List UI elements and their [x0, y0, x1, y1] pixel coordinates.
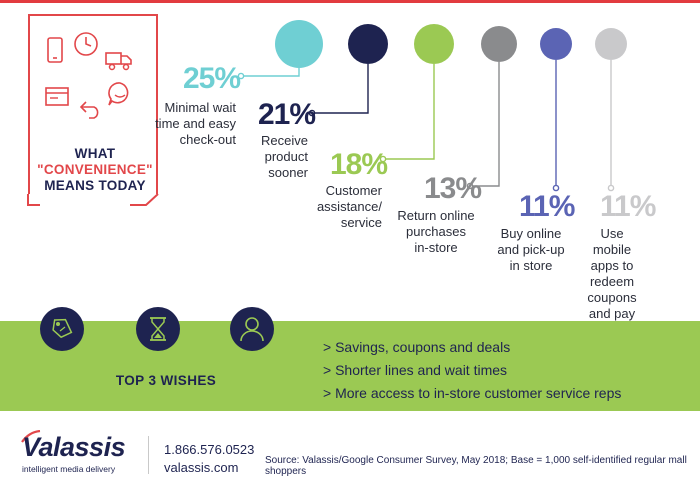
logo-tagline: intelligent media delivery [22, 464, 116, 474]
valassis-logo: Valassis [22, 432, 126, 462]
category-label-line: Receive [261, 133, 308, 148]
value-label: 21% [258, 98, 316, 131]
value-label: 18% [330, 148, 388, 181]
smartphone-icon [47, 37, 63, 63]
category-label: Customer assistance/service [306, 183, 382, 231]
leader-line [241, 68, 300, 77]
category-label-line: Buy online [500, 226, 562, 241]
leader-dot [552, 184, 560, 192]
source-note: Source: Valassis/Google Consumer Survey,… [265, 455, 687, 477]
leader-dot [607, 184, 615, 192]
category-label-line: and pay [588, 306, 636, 321]
category-label: Minimal wait time and easy check-out [152, 100, 236, 148]
logo-swoosh-icon [21, 430, 41, 443]
category-label-line: time and easy [155, 116, 236, 131]
convenience-frame [28, 14, 158, 194]
value-label: 11% [519, 190, 575, 223]
category-circle [348, 24, 388, 64]
category-circle [481, 26, 517, 62]
top-accent-bar [0, 0, 700, 3]
convenience-heading: WHAT "CONVENIENCE" MEANS TODAY [30, 146, 160, 194]
wish-item: > Savings, coupons and deals [323, 339, 511, 355]
phone-number: 1.866.576.0523 [164, 442, 255, 457]
hourglass-icon [136, 307, 180, 351]
heading-line-1: WHAT [74, 146, 116, 161]
category-label-line: check-out [179, 132, 236, 147]
category-label-line: product [264, 149, 308, 164]
wishes-band [0, 321, 700, 411]
clock-icon [74, 32, 98, 56]
return-arrow-icon [79, 101, 99, 119]
browser-window-icon [45, 87, 69, 106]
category-label-line: coupons [587, 290, 637, 305]
category-label-line: assistance/ [316, 199, 382, 214]
footer-divider [148, 436, 149, 474]
category-circle [595, 28, 627, 60]
category-label-line: sooner [268, 165, 308, 180]
category-label: Use mobile apps to redeem coupons and pay [582, 226, 642, 322]
category-circle [540, 28, 572, 60]
leader-line [312, 64, 369, 114]
wish-item: > More access to in-store customer servi… [323, 385, 622, 401]
heading-line-2: "CONVENIENCE" [37, 162, 153, 177]
leader-dot [308, 109, 316, 117]
category-label-line: Use mobile [592, 226, 632, 257]
category-label: Buy online and pick-up in store [494, 226, 568, 274]
category-label-line: Customer [325, 183, 382, 198]
category-label-line: Minimal wait [164, 100, 236, 115]
value-label: 11% [600, 190, 656, 223]
customer-service-person-icon [230, 307, 274, 351]
chat-bubble-icon [108, 82, 129, 106]
delivery-truck-icon [105, 52, 132, 71]
category-label-line: Return online [397, 208, 475, 223]
category-label: Receive product sooner [238, 133, 308, 181]
leader-dot [379, 155, 387, 163]
category-label-line: purchases [406, 224, 466, 239]
value-label: 25% [182, 62, 241, 95]
category-label-line: and pick-up [497, 242, 565, 257]
category-label-line: service [340, 215, 382, 230]
leader-dot [466, 182, 474, 190]
category-circle [275, 20, 323, 68]
price-tag-icon [40, 307, 84, 351]
category-label-line: redeem [589, 274, 635, 289]
wish-item: > Shorter lines and wait times [323, 362, 508, 378]
category-label-line: in-store [414, 240, 458, 255]
category-label: Return online purchases in-store [396, 208, 476, 256]
top-wishes-title: TOP 3 WISHES [115, 373, 217, 388]
category-label-line: in store [509, 258, 553, 273]
leader-line [470, 62, 500, 187]
value-label: 13% [424, 172, 482, 205]
leader-line [383, 64, 435, 160]
website-link[interactable]: valassis.com [164, 460, 239, 475]
category-circle [414, 24, 454, 64]
category-label-line: apps to [590, 258, 634, 273]
leader-dot [237, 72, 245, 80]
heading-line-3: MEANS TODAY [44, 178, 146, 193]
